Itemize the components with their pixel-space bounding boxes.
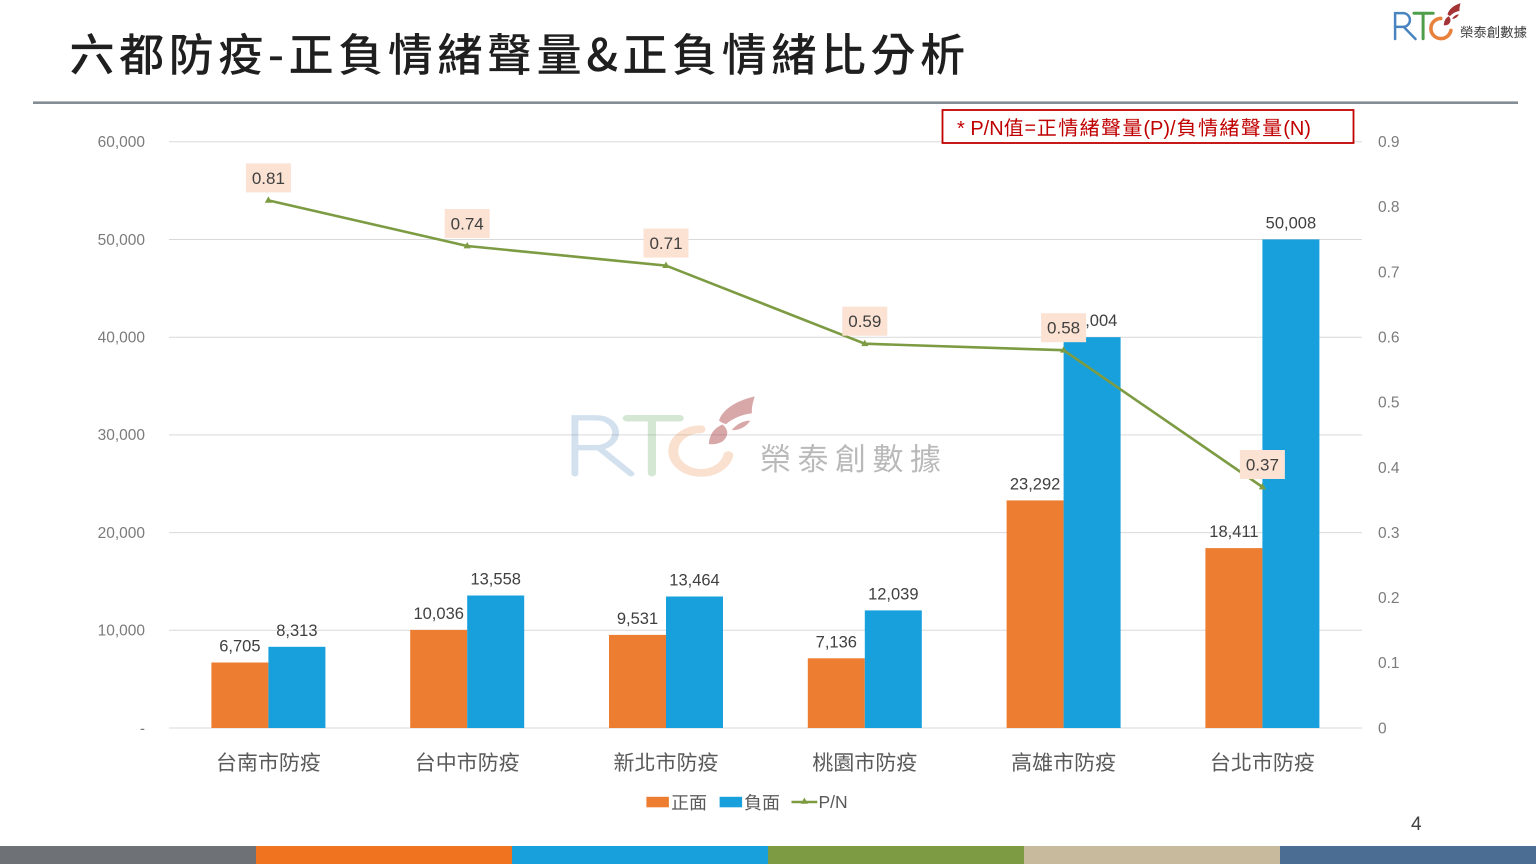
svg-text:(N): (N) bbox=[1283, 118, 1311, 140]
svg-text:18,411: 18,411 bbox=[1209, 523, 1258, 541]
svg-text:50,000: 50,000 bbox=[98, 232, 146, 249]
svg-text:6,705: 6,705 bbox=[219, 638, 260, 656]
svg-text:4: 4 bbox=[1411, 814, 1422, 835]
svg-text:0.2: 0.2 bbox=[1378, 590, 1400, 607]
svg-text:9,531: 9,531 bbox=[617, 610, 658, 628]
svg-text:60,000: 60,000 bbox=[98, 134, 146, 151]
svg-text:0.71: 0.71 bbox=[649, 234, 682, 253]
svg-text:0.4: 0.4 bbox=[1378, 460, 1400, 477]
svg-text:13,558: 13,558 bbox=[470, 571, 520, 589]
svg-text:0.8: 0.8 bbox=[1378, 199, 1400, 216]
svg-text:0.7: 0.7 bbox=[1378, 264, 1400, 281]
svg-text:0: 0 bbox=[1378, 720, 1387, 737]
svg-text:8,313: 8,313 bbox=[276, 622, 317, 640]
svg-text:0.6: 0.6 bbox=[1378, 330, 1400, 347]
svg-text:40,000: 40,000 bbox=[98, 330, 146, 347]
svg-text:50,008: 50,008 bbox=[1266, 214, 1316, 232]
svg-text:30,000: 30,000 bbox=[98, 427, 146, 444]
svg-text:* P/N: * P/N bbox=[957, 118, 1004, 140]
svg-text:10,036: 10,036 bbox=[413, 605, 463, 623]
svg-text:0.9: 0.9 bbox=[1378, 134, 1400, 151]
svg-text:13,464: 13,464 bbox=[669, 572, 719, 590]
svg-text:0.58: 0.58 bbox=[1047, 319, 1080, 338]
svg-text:0.1: 0.1 bbox=[1378, 655, 1400, 672]
svg-text:0.81: 0.81 bbox=[252, 169, 285, 188]
svg-text:0.3: 0.3 bbox=[1378, 525, 1400, 542]
svg-text:0.5: 0.5 bbox=[1378, 395, 1400, 412]
svg-text:7,136: 7,136 bbox=[816, 633, 857, 651]
svg-text:0.37: 0.37 bbox=[1246, 456, 1279, 475]
svg-text:23,292: 23,292 bbox=[1010, 475, 1060, 493]
svg-text:0.74: 0.74 bbox=[451, 215, 484, 234]
svg-text:10,000: 10,000 bbox=[98, 623, 146, 640]
svg-text:12,039: 12,039 bbox=[868, 585, 918, 603]
svg-text:0.59: 0.59 bbox=[848, 312, 881, 331]
svg-text:P/N: P/N bbox=[819, 792, 848, 812]
svg-text:(P)/: (P)/ bbox=[1143, 118, 1176, 140]
svg-text:20,000: 20,000 bbox=[98, 525, 146, 542]
svg-text:-: - bbox=[140, 720, 145, 737]
